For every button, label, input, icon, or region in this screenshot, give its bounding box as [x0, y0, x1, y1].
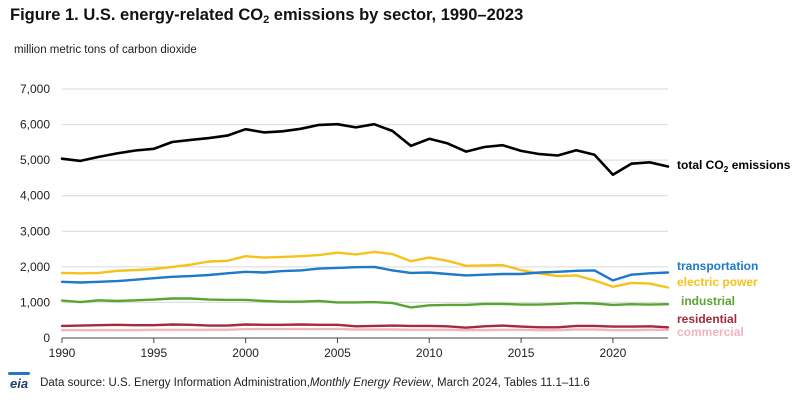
- y-tick-label: 0: [43, 331, 50, 345]
- series-label-residential: residential: [677, 312, 737, 326]
- series-label-electric-power: electric power: [677, 275, 758, 289]
- x-tick-label: 2020: [600, 346, 627, 360]
- y-tick-labels: 0 1,000 2,000 3,000 4,000 5,000 6,000 7,000: [20, 82, 50, 345]
- series-label-total-co2-emissions: total CO2 emissions: [677, 158, 791, 174]
- y-tick-label: 3,000: [20, 224, 50, 238]
- chart-title-subscript: 2: [263, 14, 270, 26]
- series-label-transportation: transportation: [677, 259, 758, 273]
- y-axis-label: million metric tons of carbon dioxide: [14, 44, 197, 56]
- series-labels: total CO2 emissions transportation electri…: [677, 158, 791, 339]
- series-label-commercial: commercial: [677, 325, 744, 339]
- series-lines: [60, 122, 670, 332]
- y-tick-label: 5,000: [20, 153, 50, 167]
- chart-title-suffix: emissions by sector, 1990–2023: [269, 6, 524, 24]
- y-tick-label: 1,000: [20, 295, 50, 309]
- x-tick-label: 2010: [416, 346, 443, 360]
- eia-logo-swoosh-icon: [8, 371, 31, 375]
- eia-logo-text: eia: [10, 375, 29, 391]
- y-tick-label: 4,000: [20, 189, 50, 203]
- footer-source: eia Data source: U.S. Energy Information…: [8, 371, 590, 394]
- x-tick-label: 2005: [324, 346, 351, 360]
- chart-title: Figure 1. U.S. energy-related CO2 emissi…: [10, 6, 524, 26]
- series-label-industrial: industrial: [681, 294, 735, 308]
- y-tick-label: 2,000: [20, 260, 50, 274]
- series-line-commercial: [60, 327, 670, 332]
- y-tick-label: 7,000: [20, 82, 50, 96]
- source-prefix: Data source: U.S. Energy Information Adm…: [40, 377, 310, 389]
- x-tick-label: 1990: [49, 346, 76, 360]
- chart-title-prefix: Figure 1. U.S. energy-related CO: [10, 6, 264, 24]
- line-chart: 0 1,000 2,000 3,000 4,000 5,000 6,000 7,000 199…: [20, 82, 791, 360]
- y-tick-label: 6,000: [20, 118, 50, 132]
- series-line-residential: [60, 323, 670, 329]
- eia-logo: eia: [8, 371, 31, 391]
- source-publication: Monthly Energy Review: [309, 377, 431, 389]
- source-suffix: , March 2024, Tables 11.1–11.6: [430, 377, 590, 389]
- x-tick-label: 2015: [508, 346, 535, 360]
- series-line-transportation: [60, 265, 670, 284]
- series-line-industrial: [60, 297, 670, 309]
- x-tick-label: 2000: [232, 346, 259, 360]
- series-line-total-co2-emissions: [60, 122, 670, 176]
- x-tick-labels: 1990 1995 2000 2005 2010 2015 2020: [49, 338, 627, 360]
- gridlines: [62, 88, 668, 339]
- x-tick-label: 1995: [140, 346, 167, 360]
- series-line-electric-power: [60, 250, 670, 289]
